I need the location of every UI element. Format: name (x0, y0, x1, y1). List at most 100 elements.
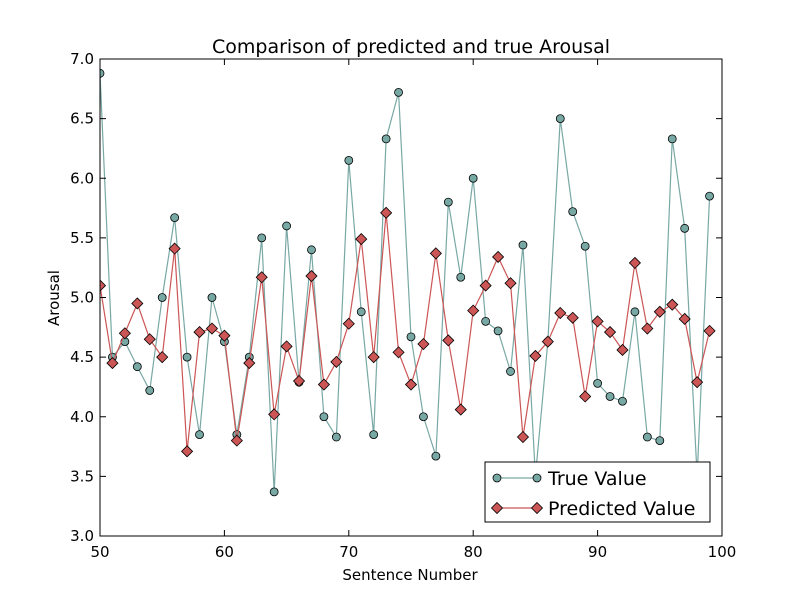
data-point-true-value (605, 392, 615, 401)
data-point-predicted-value (317, 378, 330, 391)
data-point-predicted-value (118, 327, 131, 340)
data-point-predicted-value (243, 357, 256, 370)
data-point-predicted-value (442, 334, 455, 347)
legend-marker (492, 473, 502, 483)
x-tick-label: 100 (708, 543, 737, 561)
legend-item-true-value: True Value (492, 468, 647, 490)
x-tick-label: 70 (339, 543, 358, 561)
data-point-predicted-value (678, 312, 691, 326)
data-point-true-value (282, 221, 292, 231)
data-point-true-value (257, 233, 267, 243)
data-point-predicted-value (168, 242, 181, 255)
data-point-true-value (195, 430, 204, 440)
data-point-true-value (170, 213, 180, 223)
data-point-true-value (145, 386, 155, 395)
data-point-true-value (680, 223, 690, 233)
data-point-true-value (369, 430, 379, 440)
data-point-predicted-value (380, 206, 393, 219)
data-point-predicted-value (218, 329, 231, 342)
data-point-predicted-value (305, 269, 318, 283)
data-point-true-value (381, 134, 391, 144)
data-point-predicted-value (355, 233, 368, 246)
axes-layer: 50 60 70 80 90 100 3.0 3.5 4.0 4.5 5.0 5.5 6.0 6.5 7.0 (70, 50, 736, 561)
data-point-predicted-value (292, 374, 306, 388)
data-point-predicted-value (653, 305, 666, 318)
data-point-true-value (431, 451, 441, 461)
data-point-predicted-value (367, 351, 380, 364)
data-point-predicted-value (330, 355, 343, 368)
data-point-predicted-value (566, 311, 579, 324)
legend-marker (490, 501, 504, 515)
data-point-true-value (157, 293, 167, 302)
data-point-true-value (331, 432, 341, 442)
data-point-true-value (555, 114, 565, 124)
data-point-true-value (319, 412, 329, 422)
legend-marker (530, 501, 544, 515)
chart-title: Comparison of predicted and true Arousal (212, 36, 610, 58)
data-point-true-value (593, 378, 602, 388)
data-point-true-value (443, 197, 453, 207)
data-point-true-value (580, 241, 590, 251)
y-tick-label: 4.5 (70, 348, 94, 366)
y-tick-label: 4.0 (70, 408, 94, 426)
data-point-true-value (642, 432, 652, 442)
y-tick-label: 6.0 (70, 169, 94, 187)
data-point-predicted-value (529, 349, 542, 362)
legend-box (484, 461, 711, 523)
y-tick-label: 5.5 (70, 229, 94, 247)
data-point-predicted-value (143, 333, 156, 346)
data-point-predicted-value (268, 408, 281, 421)
data-point-predicted-value (703, 324, 716, 337)
data-point-true-value (394, 87, 403, 97)
data-point-true-value (518, 240, 528, 250)
data-point-true-value (705, 191, 714, 201)
data-point-predicted-value (392, 346, 405, 359)
data-point-true-value (207, 293, 217, 302)
data-point-predicted-value (591, 315, 604, 328)
data-point-predicted-value (255, 271, 268, 284)
data-point-true-value (618, 396, 627, 406)
data-point-true-value (406, 332, 416, 342)
y-tick-label: 6.5 (70, 110, 94, 128)
data-point-true-value (493, 326, 503, 336)
data-point-true-value (468, 173, 478, 183)
data-point-true-value (182, 352, 192, 362)
x-tick-label: 50 (90, 543, 109, 561)
data-point-true-value (356, 307, 366, 317)
legend: True Value Predicted Value (484, 461, 711, 523)
data-point-true-value (307, 245, 316, 255)
data-point-predicted-value (541, 335, 554, 348)
data-point-predicted-value (479, 279, 492, 292)
data-point-true-value (630, 307, 640, 317)
data-point-true-value (269, 487, 279, 497)
data-point-true-value (132, 362, 142, 372)
data-point-predicted-value (641, 322, 654, 335)
data-point-predicted-value (106, 357, 119, 370)
data-point-predicted-value (342, 317, 355, 330)
legend-marker (532, 473, 542, 483)
legend-label: Predicted Value (548, 498, 695, 520)
data-point-predicted-value (554, 306, 567, 320)
data-point-true-value (506, 367, 515, 376)
data-point-predicted-value (691, 376, 704, 389)
y-axis-label: Arousal (45, 270, 63, 326)
data-point-predicted-value (454, 403, 467, 416)
data-point-true-value (667, 134, 677, 144)
data-point-predicted-value (504, 277, 517, 290)
y-tick-label: 7.0 (70, 50, 94, 68)
y-tick-label: 3.0 (70, 527, 94, 545)
data-point-predicted-value (429, 247, 442, 260)
data-point-predicted-value (492, 250, 505, 264)
data-point-predicted-value (156, 351, 169, 364)
y-tick-label: 5.0 (70, 289, 94, 307)
x-tick-label: 90 (588, 543, 607, 561)
data-point-predicted-value (230, 434, 243, 447)
y-tick-label: 3.5 (70, 467, 94, 485)
data-point-predicted-value (404, 378, 418, 391)
data-point-predicted-value (417, 337, 430, 351)
data-point-true-value (568, 207, 578, 217)
x-axis-label: Sentence Number (342, 566, 478, 584)
x-tick-label: 80 (464, 543, 483, 561)
legend-item-predicted-value: Predicted Value (490, 498, 695, 520)
